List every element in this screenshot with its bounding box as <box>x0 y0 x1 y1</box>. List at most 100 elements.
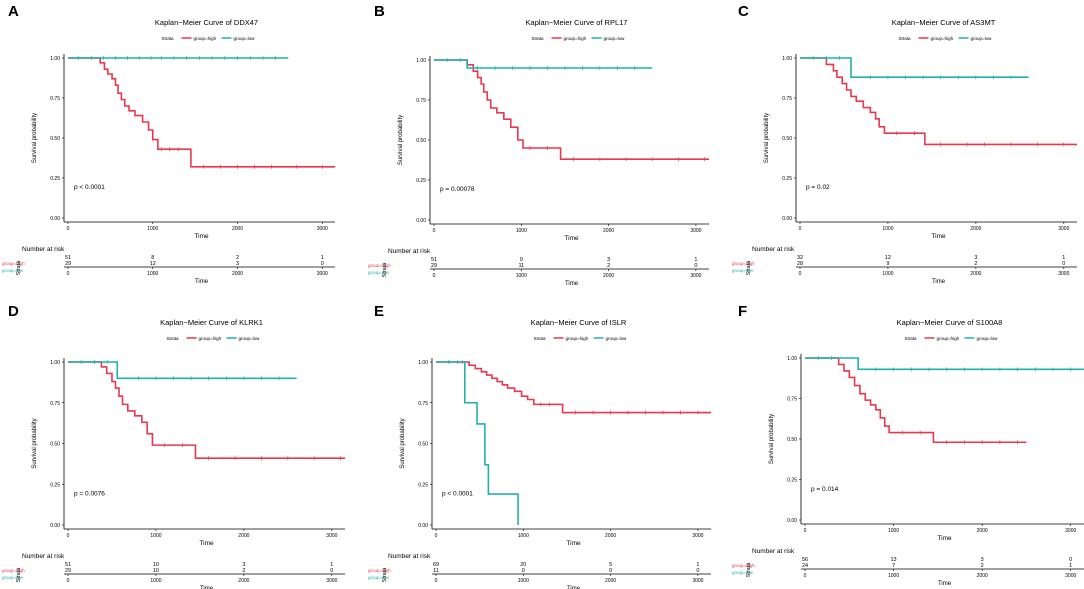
y-tick-label: 0.75 <box>787 397 797 403</box>
risk-count-low: 11 <box>518 263 524 269</box>
risk-row-label-high: group=high <box>732 261 755 266</box>
p-value: p = 0.00078 <box>440 186 475 193</box>
legend-label-low: group=low <box>971 36 993 41</box>
x-tick-label: 3000 <box>326 533 337 539</box>
risk-x-tick-label: 3000 <box>692 578 703 584</box>
y-tick-label: 0.50 <box>416 138 426 144</box>
risk-x-tick-label: 2000 <box>605 578 616 584</box>
risk-table-title: Number at risk <box>22 246 65 253</box>
chart-title: Kaplan−Meier Curve of RPL17 <box>526 18 628 27</box>
x-tick-label: 1000 <box>147 226 158 232</box>
risk-x-axis-label: Time <box>938 581 952 587</box>
legend-label-low: group=low <box>234 36 256 41</box>
x-tick-label: 0 <box>804 528 807 534</box>
y-tick-label: 0.00 <box>416 218 426 224</box>
risk-x-tick-label: 3000 <box>317 271 328 277</box>
risk-row-label-low: group=low <box>732 268 754 273</box>
km-curve-high <box>805 357 1027 444</box>
risk-x-axis-label: Time <box>195 279 209 285</box>
y-tick-label: 1.00 <box>416 58 426 64</box>
risk-count-high: 3 <box>242 562 245 568</box>
y-tick-label: 1.00 <box>50 360 60 366</box>
km-curve-low <box>68 361 297 380</box>
risk-count-high: 51 <box>65 255 71 261</box>
y-tick-label: 0.25 <box>418 482 428 488</box>
risk-count-low: 1 <box>1069 563 1072 569</box>
x-tick-label: 2000 <box>238 533 249 539</box>
legend-label-low: group=low <box>977 336 999 341</box>
risk-x-tick-label: 3000 <box>326 578 337 584</box>
legend-title: Strata <box>162 36 175 41</box>
x-tick-label: 1000 <box>882 226 893 232</box>
risk-x-tick-label: 2000 <box>970 271 981 277</box>
km-curve-high <box>434 59 709 160</box>
risk-count-high: 51 <box>431 257 437 263</box>
y-tick-label: 0.50 <box>418 442 428 448</box>
risk-row-label-low: group=low <box>732 570 754 575</box>
x-tick-label: 1000 <box>518 533 529 539</box>
risk-count-high: 20 <box>520 562 526 568</box>
risk-count-low: 10 <box>153 568 159 574</box>
risk-strata-label: Strata <box>382 262 388 278</box>
risk-x-tick-label: 0 <box>433 273 436 279</box>
risk-count-low: 7 <box>892 563 895 569</box>
risk-row-label-high: group=high <box>2 261 25 266</box>
y-tick-label: 0.00 <box>787 518 797 524</box>
chart-title: Kaplan−Meier Curve of AS3MT <box>892 18 996 27</box>
risk-count-low: 3 <box>236 261 239 267</box>
legend-label-low: group=low <box>604 36 626 41</box>
legend-label-low: group=low <box>239 336 261 341</box>
km-curve-high <box>68 57 335 168</box>
y-tick-label: 0.50 <box>50 442 60 448</box>
risk-x-tick-label: 2000 <box>232 271 243 277</box>
risk-count-high: 12 <box>885 255 891 261</box>
risk-x-tick-label: 0 <box>67 578 70 584</box>
risk-x-tick-label: 2000 <box>977 573 988 579</box>
y-tick-label: 0.75 <box>782 96 792 102</box>
legend-label-high: group=high <box>566 336 589 341</box>
risk-count-low: 0 <box>609 568 612 574</box>
x-tick-label: 1000 <box>888 528 899 534</box>
risk-row-label-high: group=high <box>732 563 755 568</box>
y-tick-label: 1.00 <box>787 356 797 362</box>
x-tick-label: 1000 <box>150 533 161 539</box>
legend-title: Strata <box>534 336 547 341</box>
panel-letter: C <box>738 3 749 20</box>
p-value: p < 0.0001 <box>442 491 473 498</box>
km-curve-low <box>805 357 1084 371</box>
y-tick-label: 0.50 <box>50 136 60 142</box>
y-tick-label: 1.00 <box>418 360 428 366</box>
risk-x-tick-label: 1000 <box>147 271 158 277</box>
legend-label-low: group=low <box>606 336 628 341</box>
risk-count-high: 2 <box>236 255 239 261</box>
x-tick-label: 3000 <box>317 226 328 232</box>
legend-title: Strata <box>905 336 918 341</box>
risk-x-tick-label: 1000 <box>888 573 899 579</box>
panel-letter: D <box>8 303 19 320</box>
risk-count-high: 3 <box>981 557 984 563</box>
risk-table-title: Number at risk <box>752 246 795 253</box>
risk-strata-label: Strata <box>746 562 752 578</box>
km-curve-high <box>436 361 711 414</box>
risk-x-tick-label: 3000 <box>1065 573 1076 579</box>
risk-row-label-low: group=low <box>2 575 24 580</box>
x-tick-label: 0 <box>799 226 802 232</box>
p-value: p = 0.0076 <box>74 491 105 498</box>
y-tick-label: 1.00 <box>782 56 792 62</box>
risk-strata-label: Strata <box>382 567 388 583</box>
y-axis-label: Survival probability <box>398 115 404 165</box>
risk-count-low: 2 <box>981 563 984 569</box>
legend-label-high: group=high <box>194 36 217 41</box>
risk-x-tick-label: 0 <box>804 573 807 579</box>
risk-x-axis-label: Time <box>200 586 214 589</box>
km-curve-high <box>800 57 1077 146</box>
p-value: p = 0.014 <box>811 486 839 493</box>
legend-label-high: group=high <box>931 36 954 41</box>
risk-count-high: 1 <box>696 562 699 568</box>
risk-row-label-high: group=high <box>368 263 391 268</box>
y-tick-label: 0.75 <box>416 98 426 104</box>
x-axis-label: Time <box>931 233 946 240</box>
